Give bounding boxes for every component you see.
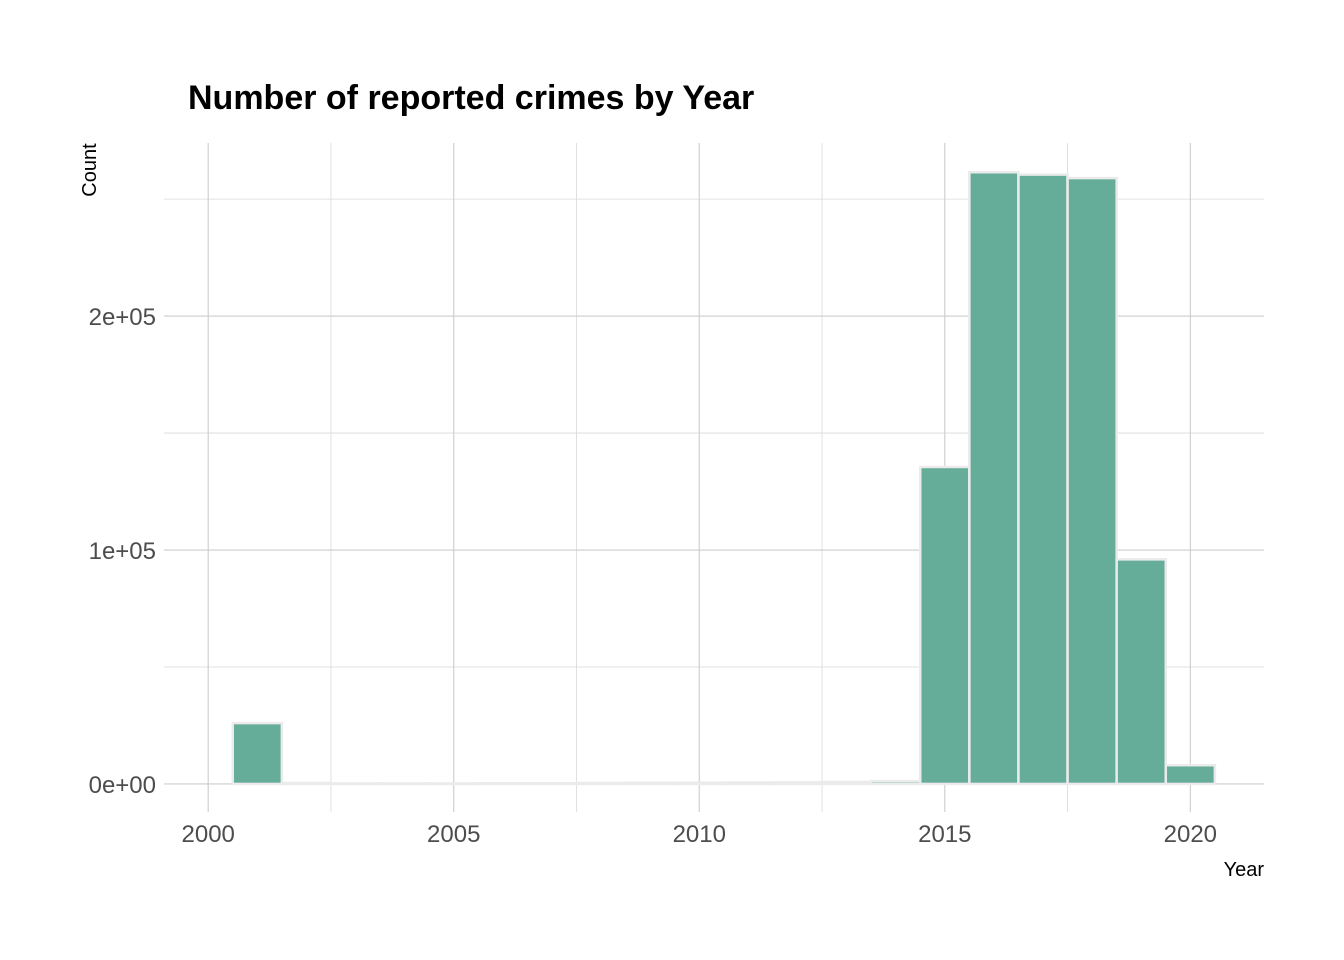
x-tick-label: 2010 [673, 821, 726, 848]
bar-2007 [526, 781, 578, 786]
bar-2015 [919, 465, 971, 786]
bar-2002 [280, 781, 333, 786]
bar-2008 [575, 781, 627, 786]
x-tick-label: 2020 [1164, 821, 1217, 848]
x-tick-labels: 2000 2005 2010 2015 2020 [182, 821, 1218, 848]
x-axis-label: Year [1224, 859, 1265, 881]
bar-2001 [231, 721, 284, 786]
bar-2011 [722, 781, 775, 786]
bar-2013 [820, 780, 873, 786]
y-axis-label: Count [79, 143, 101, 197]
bar-2019 [1115, 558, 1168, 786]
bars [231, 170, 1217, 786]
bar-2005 [427, 782, 480, 786]
x-tick-label: 2005 [427, 821, 480, 848]
bar-2018 [1066, 176, 1118, 786]
bar-2016 [968, 170, 1020, 786]
chart-title: Number of reported crimes by Year [188, 79, 754, 117]
bar-2006 [477, 781, 529, 786]
y-tick-labels: 0e+00 1e+05 2e+05 [89, 304, 156, 799]
y-tick-label: 1e+05 [89, 538, 156, 565]
bar-2012 [771, 781, 824, 786]
bar-2014 [869, 779, 922, 786]
x-tick-label: 2015 [918, 821, 971, 848]
y-tick-label: 2e+05 [89, 304, 156, 331]
bar-2010 [673, 781, 726, 786]
bar-2004 [378, 782, 431, 786]
bar-2003 [329, 782, 382, 786]
y-tick-label: 0e+00 [89, 772, 156, 799]
bar-2020 [1164, 763, 1217, 786]
x-tick-label: 2000 [182, 821, 235, 848]
bar-2009 [624, 781, 676, 786]
bar-2017 [1017, 173, 1069, 786]
